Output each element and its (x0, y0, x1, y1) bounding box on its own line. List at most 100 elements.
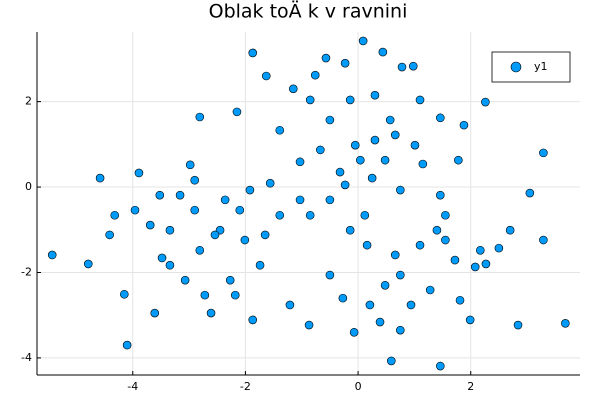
point (260, 230, 270, 240)
point (396, 185, 405, 195)
point (230, 290, 240, 300)
point (145, 220, 155, 230)
point (134, 168, 144, 178)
point (185, 160, 195, 170)
point (190, 205, 200, 215)
point (130, 205, 140, 215)
point (367, 173, 377, 183)
point (481, 97, 490, 107)
point (200, 290, 210, 300)
point (525, 188, 535, 198)
point (396, 270, 405, 280)
point (378, 47, 388, 57)
point (47, 250, 57, 260)
point (465, 315, 475, 325)
point (380, 280, 390, 290)
point (436, 113, 445, 123)
point (180, 275, 190, 285)
point (425, 285, 435, 295)
point (415, 240, 425, 250)
point (235, 205, 245, 215)
point (165, 225, 175, 235)
point (475, 245, 485, 255)
point (155, 190, 165, 200)
legend-label: y1 (534, 60, 548, 73)
point (83, 259, 93, 269)
point (454, 155, 463, 165)
point (470, 262, 480, 272)
point (459, 120, 469, 130)
point (539, 235, 548, 245)
point (285, 300, 295, 310)
point (370, 135, 380, 145)
point (349, 327, 359, 337)
point (225, 275, 235, 285)
point (397, 62, 407, 72)
point (385, 115, 395, 125)
point (380, 155, 390, 165)
point (561, 319, 570, 328)
point (365, 300, 375, 310)
point (396, 325, 405, 335)
point (481, 259, 491, 269)
point (335, 167, 345, 177)
y-tick-label: -2 (21, 265, 32, 278)
point (240, 235, 250, 245)
point (210, 230, 220, 240)
point (360, 210, 370, 220)
point (539, 148, 548, 158)
point (441, 210, 450, 220)
point (325, 270, 335, 280)
point (150, 308, 160, 318)
point (206, 308, 216, 318)
point (261, 71, 271, 81)
point (157, 253, 167, 263)
point (220, 195, 230, 205)
point (358, 36, 368, 46)
point (295, 157, 305, 167)
point (165, 260, 175, 270)
point (95, 173, 105, 183)
point (105, 230, 114, 240)
point (387, 356, 396, 366)
point (441, 235, 450, 245)
point (305, 95, 315, 105)
point (325, 195, 335, 205)
point (390, 130, 400, 140)
chart-title: Oblak toÄ k v ravnini (209, 0, 408, 23)
point (248, 315, 258, 325)
point (415, 95, 425, 105)
point (248, 48, 258, 58)
point (390, 250, 400, 260)
point (436, 190, 445, 200)
point (190, 175, 200, 185)
point (110, 210, 120, 220)
point (408, 61, 418, 71)
point (432, 225, 442, 235)
point (295, 195, 305, 205)
point (370, 90, 380, 100)
point (232, 107, 242, 117)
x-tick-label: 2 (467, 380, 474, 393)
point (305, 210, 315, 220)
point (340, 180, 350, 190)
point (345, 225, 355, 235)
x-tick-label: -2 (240, 380, 251, 393)
point (275, 210, 285, 220)
point (356, 155, 365, 165)
point (375, 317, 385, 327)
point (406, 300, 416, 310)
point (195, 245, 205, 255)
point (122, 340, 132, 350)
point (275, 125, 285, 135)
x-tick-label: -4 (127, 380, 138, 393)
legend-marker (510, 61, 522, 73)
point (321, 53, 331, 63)
legend-box (491, 51, 571, 83)
point (310, 70, 320, 80)
point (418, 159, 428, 169)
point (345, 95, 355, 105)
point (513, 320, 523, 330)
point (436, 361, 445, 371)
